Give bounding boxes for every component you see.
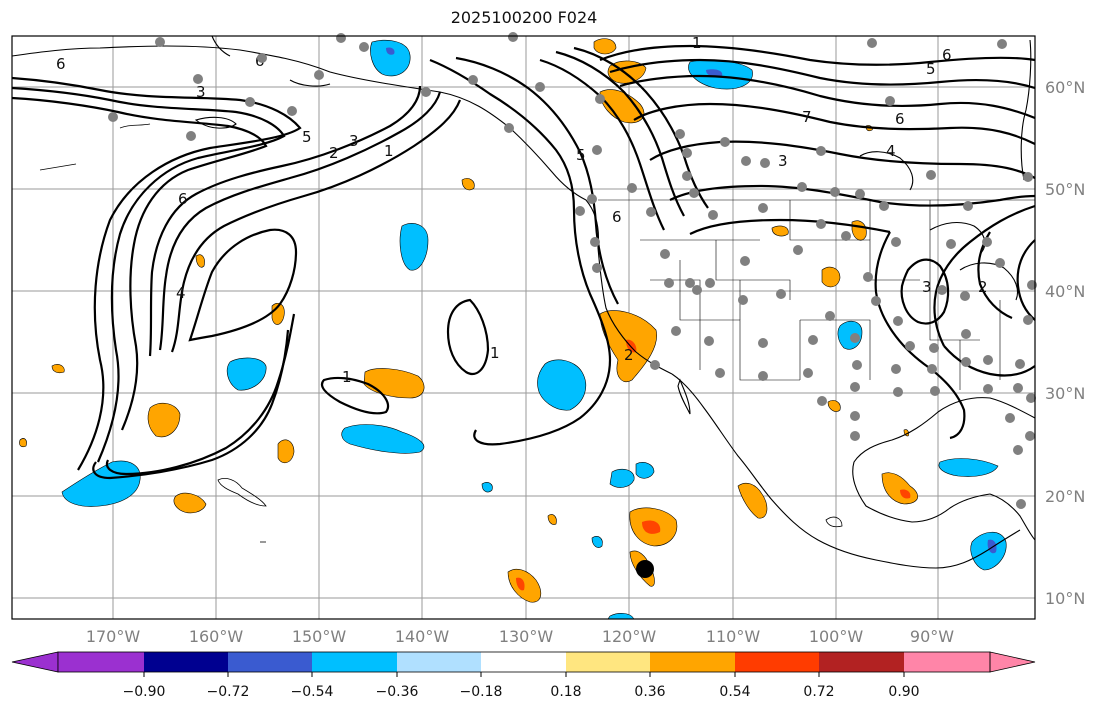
colorbar-tick-label: 0.90 — [888, 684, 919, 700]
longitude-labels: 170°W 160°W 150°W 140°W 130°W 120°W 110°… — [86, 627, 954, 646]
station-markers — [108, 32, 1037, 509]
lat-label: 50°N — [1045, 180, 1085, 199]
colorbar-tick-label: −0.54 — [291, 684, 334, 700]
contour-label: 4 — [176, 284, 186, 302]
colorbar-frame — [57, 651, 991, 673]
strong-positive-anomaly-shading — [516, 339, 911, 591]
lon-label: 90°W — [910, 627, 954, 646]
contour-label: 1 — [342, 368, 352, 386]
map-frame — [11, 35, 1036, 620]
contour-label: 3 — [922, 278, 932, 296]
colorbar-swatch — [397, 652, 481, 672]
colorbar: −0.90 −0.72 −0.54 −0.36 −0.18 0.18 0.36 … — [11, 651, 1036, 700]
contour-label: 6 — [178, 190, 188, 208]
negative-anomaly-shading — [61, 39, 1007, 620]
lon-label: 170°W — [86, 627, 141, 646]
lon-label: 150°W — [292, 627, 347, 646]
lon-label: 110°W — [706, 627, 761, 646]
contour-label: 2 — [624, 346, 634, 364]
colorbar-swatch — [650, 652, 735, 672]
contour-label: 5 — [576, 146, 586, 164]
colorbar-extend-high — [989, 651, 1036, 673]
graticule — [12, 36, 1035, 619]
colorbar-tick-label: 0.36 — [634, 684, 665, 700]
colorbar-extend-low — [11, 651, 59, 673]
contour-label: 2 — [329, 144, 339, 162]
lon-label: 160°W — [189, 627, 244, 646]
strong-negative-anomaly-shading — [386, 47, 997, 554]
map-background — [12, 36, 1035, 619]
anomaly-contours — [11, 44, 1036, 480]
lat-label: 40°N — [1045, 282, 1085, 301]
contour-label: 2 — [978, 278, 988, 296]
colorbar-swatch — [735, 652, 819, 672]
colorbar-tick-label: 0.18 — [550, 684, 581, 700]
contour-label: 6 — [895, 110, 905, 128]
contour-label: 1 — [692, 34, 702, 52]
lon-label: 140°W — [395, 627, 450, 646]
colorbar-tick-label: −0.18 — [460, 684, 503, 700]
map-title: 2025100200 F024 — [450, 8, 598, 27]
colorbar-swatch — [144, 652, 228, 672]
contour-label: 3 — [349, 132, 359, 150]
contour-labels: 6 6 3 5 3 2 1 6 4 1 1 6 5 6 6 3 4 5 7 1 … — [56, 34, 988, 386]
colorbar-tick-label: −0.72 — [207, 684, 250, 700]
contour-label: 4 — [886, 142, 896, 160]
contour-label: 7 — [802, 108, 812, 126]
colorbar-swatch — [819, 652, 904, 672]
contour-label: 1 — [490, 344, 500, 362]
contour-label: 1 — [384, 142, 394, 160]
latitude-labels: 60°N 50°N 40°N 30°N 20°N 10°N — [1045, 78, 1085, 608]
contour-label: 6 — [56, 55, 66, 73]
colorbar-swatch — [481, 652, 566, 672]
colorbar-swatch — [312, 652, 397, 672]
contour-label: 6 — [942, 46, 952, 64]
colorbar-swatch — [58, 652, 144, 672]
lon-label: 100°W — [809, 627, 864, 646]
contour-label: 3 — [196, 83, 206, 101]
colorbar-swatch — [566, 652, 650, 672]
colorbar-tick-label: −0.36 — [376, 684, 419, 700]
lon-label: 130°W — [499, 627, 554, 646]
lat-label: 20°N — [1045, 487, 1085, 506]
colorbar-tick-label: 0.72 — [803, 684, 834, 700]
contour-label: 5 — [926, 60, 936, 78]
colorbar-tick-label: −0.90 — [123, 684, 166, 700]
lat-label: 10°N — [1045, 589, 1085, 608]
storm-center-marker — [636, 560, 654, 578]
lon-label: 120°W — [602, 627, 657, 646]
colorbar-swatch — [228, 652, 312, 672]
colorbar-swatch — [904, 652, 990, 672]
contour-label: 5 — [302, 128, 312, 146]
islands — [39, 123, 843, 543]
lat-label: 30°N — [1045, 384, 1085, 403]
contour-label: 3 — [778, 152, 788, 170]
colorbar-tick-label: 0.54 — [719, 684, 750, 700]
lat-label: 60°N — [1045, 78, 1085, 97]
contour-label: 6 — [612, 208, 622, 226]
